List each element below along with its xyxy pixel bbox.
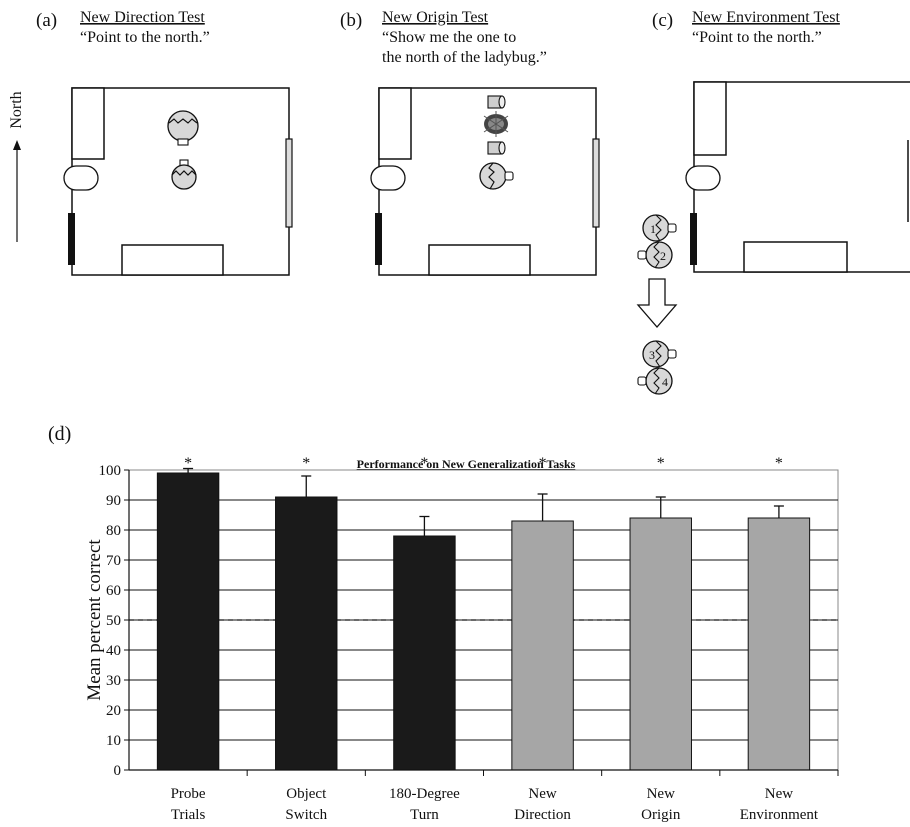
x-tick-label: Probe bbox=[171, 786, 206, 802]
panel-d-letter: (d) bbox=[48, 423, 71, 445]
y-tick-label: 90 bbox=[106, 493, 121, 509]
y-tick-label: 60 bbox=[106, 583, 121, 599]
room-a-hiding-container-bottom bbox=[171, 159, 197, 190]
room-a-table-icon bbox=[63, 165, 99, 191]
significance-marker: * bbox=[657, 455, 665, 472]
bar bbox=[393, 535, 456, 771]
room-c-bench bbox=[743, 241, 848, 273]
x-tick-label: Origin bbox=[641, 807, 681, 823]
compass-arrowhead-icon bbox=[13, 140, 21, 150]
chart-title: Performance on New Generalization Tasks bbox=[357, 457, 576, 471]
bar bbox=[511, 520, 574, 771]
panel-a: (a) New Direction Test “Point to the nor… bbox=[8, 9, 293, 276]
room-b-bench bbox=[428, 244, 531, 276]
room-b-window-icon bbox=[592, 138, 600, 228]
x-tick-label: New bbox=[647, 786, 675, 802]
room-b-table-icon bbox=[370, 165, 406, 191]
x-tick-label: Direction bbox=[514, 807, 571, 823]
y-tick-label: 40 bbox=[106, 643, 121, 659]
panel-b: (b) New Origin Test “Show me the one to … bbox=[340, 9, 600, 276]
panel-c-letter: (c) bbox=[652, 10, 673, 31]
marker-pair-after: 3 4 bbox=[637, 340, 677, 395]
room-b-cylinder-top-icon bbox=[487, 95, 506, 109]
panel-b-instruction-line1: “Show me the one to bbox=[382, 29, 516, 46]
compass: North bbox=[8, 91, 25, 242]
marker-3: 3 bbox=[642, 340, 677, 368]
panel-b-title: New Origin Test bbox=[382, 9, 489, 26]
bar bbox=[629, 517, 692, 771]
room-b-shelf bbox=[378, 87, 412, 160]
room-c-door-icon bbox=[690, 213, 697, 265]
room-a-door-icon bbox=[68, 213, 75, 265]
x-tick-label: Switch bbox=[285, 807, 327, 823]
room-b-door-icon bbox=[375, 213, 382, 265]
x-tick-label: Object bbox=[286, 786, 327, 802]
marker-2: 2 bbox=[637, 241, 673, 269]
room-a-shelf bbox=[71, 87, 105, 160]
room-b bbox=[370, 87, 600, 276]
marker-4-label: 4 bbox=[662, 375, 668, 389]
marker-2-label: 2 bbox=[660, 249, 666, 263]
marker-1-label: 1 bbox=[650, 222, 656, 236]
panel-a-instruction: “Point to the north.” bbox=[80, 29, 210, 46]
room-c-table-icon bbox=[685, 165, 721, 191]
y-tick-label: 50 bbox=[106, 613, 121, 629]
x-tick-label: Turn bbox=[410, 807, 439, 823]
y-tick-label: 30 bbox=[106, 673, 121, 689]
x-tick-label: New bbox=[528, 786, 556, 802]
ladybug-icon bbox=[483, 111, 509, 137]
panel-d: (d) Performance on New Generalization Ta… bbox=[48, 423, 839, 823]
bar bbox=[275, 496, 338, 771]
room-a bbox=[63, 87, 293, 276]
room-c-shelf bbox=[693, 81, 727, 156]
y-tick-label: 20 bbox=[106, 703, 121, 719]
significance-marker: * bbox=[775, 455, 783, 472]
y-tick-label: 80 bbox=[106, 523, 121, 539]
panel-a-title: New Direction Test bbox=[80, 9, 205, 26]
significance-marker: * bbox=[302, 455, 310, 472]
y-tick-label: 70 bbox=[106, 553, 121, 569]
panel-b-letter: (b) bbox=[340, 10, 362, 31]
significance-marker: * bbox=[420, 455, 428, 472]
panel-c-instruction: “Point to the north.” bbox=[692, 29, 822, 46]
significance-marker: * bbox=[184, 455, 192, 472]
panel-b-instruction-line2: the north of the ladybug.” bbox=[382, 49, 547, 66]
y-tick-label: 100 bbox=[99, 463, 122, 479]
room-b-hiding-container bbox=[479, 162, 514, 190]
x-tick-label: Trials bbox=[171, 807, 206, 823]
y-tick-label: 0 bbox=[114, 763, 122, 779]
bar bbox=[747, 517, 811, 771]
room-a-bench bbox=[121, 244, 224, 276]
x-tick-label: New bbox=[765, 786, 793, 802]
y-axis-label: Mean percent correct bbox=[84, 539, 105, 701]
marker-4: 4 bbox=[637, 367, 673, 395]
panel-c: (c) New Environment Test “Point to the n… bbox=[636, 9, 910, 395]
panel-a-letter: (a) bbox=[36, 10, 57, 31]
room-a-window-icon bbox=[285, 138, 293, 228]
marker-1: 1 bbox=[642, 214, 677, 242]
bar-chart: 0 10 20 30 40 50 60 70 80 90 100 * Probe Trials * Objec… bbox=[99, 455, 839, 823]
room-a-hiding-container-top bbox=[167, 110, 199, 146]
significance-marker: * bbox=[539, 455, 547, 472]
bar bbox=[156, 472, 220, 771]
transition-arrow-icon bbox=[636, 278, 678, 328]
room-c bbox=[685, 81, 910, 273]
compass-label: North bbox=[8, 91, 25, 128]
marker-pair-before: 1 2 bbox=[637, 214, 677, 269]
x-tick-label: Environment bbox=[740, 807, 819, 823]
y-tick-label: 10 bbox=[106, 733, 121, 749]
marker-3-label: 3 bbox=[649, 348, 655, 362]
x-tick-label: 180-Degree bbox=[389, 786, 460, 802]
room-b-cylinder-bottom-icon bbox=[487, 141, 506, 155]
panel-c-title: New Environment Test bbox=[692, 9, 840, 26]
